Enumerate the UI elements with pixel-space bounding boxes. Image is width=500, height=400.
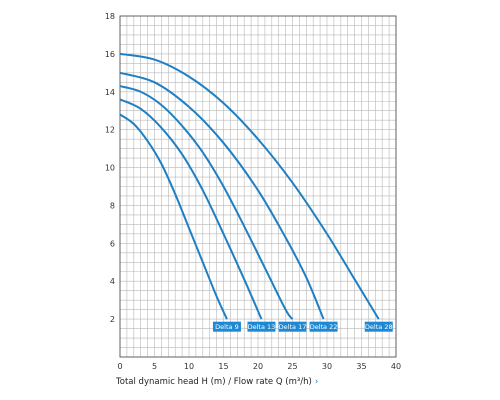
y-tick-label: 10	[105, 164, 115, 173]
x-tick-label: 20	[253, 362, 263, 371]
x-tick-label: 40	[391, 362, 401, 371]
series-line	[119, 71, 325, 320]
y-tick-label: 18	[105, 12, 115, 21]
y-tick-label: 14	[105, 88, 115, 97]
x-tick-label: 35	[356, 362, 366, 371]
y-tick-label: 12	[105, 126, 115, 135]
series-line	[119, 113, 228, 320]
chevron-right-icon: ›	[314, 377, 319, 387]
series-label: Delta 17	[279, 323, 307, 331]
x-tick-label: 25	[287, 362, 297, 371]
series-label-box	[247, 321, 276, 332]
y-tick-label: 6	[110, 239, 115, 248]
x-tick-label: 10	[184, 362, 194, 371]
series-line	[119, 85, 294, 320]
x-tick-label: 5	[152, 362, 157, 371]
series-label: Delta 22	[310, 323, 338, 331]
y-tick-label: 8	[110, 201, 115, 210]
y-tick-label: 4	[110, 277, 115, 286]
series-line	[119, 52, 380, 320]
x-tick-label: 0	[117, 362, 122, 371]
x-tick-label: 15	[218, 362, 228, 371]
y-tick-label: 16	[105, 50, 115, 59]
series-label-box	[278, 321, 307, 332]
series-line	[119, 98, 263, 320]
x-tick-label: 30	[322, 362, 332, 371]
x-axis-title: Total dynamic head H (m) / Flow rate Q (…	[116, 377, 318, 387]
series-label-box	[309, 321, 338, 332]
series-label: Delta 13	[248, 323, 276, 331]
series-label: Delta 28	[365, 323, 393, 331]
series-label-box	[364, 321, 393, 332]
series-label: Delta 9	[215, 323, 239, 331]
plot-border	[119, 15, 397, 358]
series-label-box	[212, 321, 241, 332]
x-axis-title-text: Total dynamic head H (m) / Flow rate Q (…	[116, 377, 312, 387]
y-tick-label: 2	[110, 315, 115, 324]
